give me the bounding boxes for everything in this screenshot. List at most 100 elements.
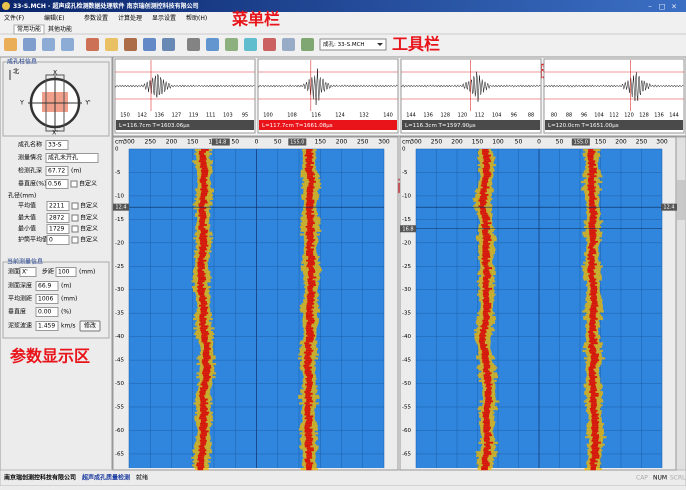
toolbar-button[interactable]	[105, 38, 118, 51]
toolbar-button[interactable]	[61, 38, 74, 51]
wall-echo	[483, 252, 490, 254]
wall-echo	[589, 380, 595, 382]
wall-echo	[480, 337, 485, 339]
wall-echo	[591, 404, 597, 406]
checkbox[interactable]	[72, 226, 78, 232]
wall-echo	[304, 352, 312, 354]
wall-echo	[306, 209, 312, 211]
wall-echo	[484, 367, 490, 369]
toolbar-button[interactable]	[282, 38, 295, 51]
waveform-tick: 116	[311, 113, 321, 119]
menu-item[interactable]: 文件(F)	[4, 14, 24, 22]
field-value[interactable]: X'	[22, 269, 28, 276]
wall-echo	[307, 301, 313, 303]
wall-echo	[590, 284, 595, 286]
menu-item[interactable]: 编辑(E)	[44, 14, 64, 22]
scroll-thumb[interactable]	[677, 180, 685, 220]
field-value[interactable]: 67.72	[48, 168, 65, 175]
toolbar-button[interactable]	[143, 38, 156, 51]
wall-echo	[202, 363, 209, 365]
toolbar-button[interactable]	[124, 38, 137, 51]
toolbar-button[interactable]	[225, 38, 238, 51]
menu-item[interactable]: 帮助(H)	[186, 14, 207, 22]
toolbar-button[interactable]	[187, 38, 200, 51]
menu-item[interactable]: 计算处理	[118, 14, 142, 22]
wall-echo	[306, 250, 313, 252]
field-value[interactable]: 1.459	[38, 323, 55, 330]
field-value[interactable]: 33-S	[48, 142, 62, 149]
field-value[interactable]: 0	[49, 237, 53, 244]
wall-echo	[483, 284, 489, 286]
wall-echo	[308, 185, 313, 187]
toolbar-button[interactable]	[4, 38, 17, 51]
field-unit: (m)	[71, 168, 82, 175]
wall-echo	[306, 466, 312, 468]
wall-echo	[480, 203, 486, 205]
toolbar-button[interactable]	[42, 38, 55, 51]
wall-echo	[590, 318, 597, 320]
checkbox[interactable]	[71, 181, 77, 187]
wall-echo	[589, 277, 594, 279]
field-value[interactable]: 1729	[49, 226, 64, 233]
wall-echo	[483, 429, 490, 431]
wall-echo	[306, 348, 312, 350]
field-value[interactable]: 2872	[49, 215, 64, 222]
wall-echo	[201, 337, 208, 339]
wall-echo	[197, 282, 202, 284]
toolbar-button[interactable]	[244, 38, 257, 51]
field-value[interactable]: 0.00	[38, 309, 52, 316]
wall-echo	[483, 280, 489, 282]
toolbar-button[interactable]	[23, 38, 36, 51]
toolbar-button[interactable]	[162, 38, 175, 51]
app-icon	[2, 2, 10, 10]
menu-item[interactable]: 参数设置	[84, 14, 108, 22]
field-value[interactable]: 2211	[49, 203, 64, 210]
window-control[interactable]: □	[659, 3, 666, 11]
wall-echo	[589, 280, 596, 282]
tab-label[interactable]: 其他功能	[48, 25, 72, 33]
wall-echo	[482, 361, 489, 363]
window-control[interactable]: –	[648, 3, 652, 11]
checkbox[interactable]	[72, 203, 78, 209]
waveform-tick: 128	[639, 113, 649, 119]
wall-echo	[200, 399, 208, 401]
tab-label[interactable]: 常用功能	[17, 25, 41, 33]
checkbox[interactable]	[72, 215, 78, 221]
wall-echo	[590, 310, 598, 312]
field-value[interactable]: 0.56	[48, 181, 62, 188]
field-value[interactable]: 成孔未开孔	[48, 154, 78, 162]
checkbox[interactable]	[72, 237, 78, 243]
waveform-tick: 136	[423, 113, 433, 119]
toolbar-button[interactable]	[206, 38, 219, 51]
y-tick-label: -55	[402, 405, 411, 411]
button-label[interactable]: 修改	[84, 322, 96, 330]
toolbar-button[interactable]	[301, 38, 314, 51]
wall-echo	[199, 153, 204, 155]
toolbar-button[interactable]	[86, 38, 99, 51]
field-value[interactable]: 100	[58, 269, 70, 276]
waveform-tick: 144	[669, 113, 679, 119]
wall-echo	[590, 348, 596, 350]
wall-echo	[487, 387, 492, 389]
wall-echo	[202, 361, 208, 363]
wall-echo	[199, 318, 206, 320]
wall-echo	[305, 406, 310, 408]
wall-echo	[201, 172, 208, 174]
wall-echo	[200, 314, 207, 316]
window-control[interactable]: ×	[671, 3, 677, 11]
toolbar-button[interactable]	[263, 38, 276, 51]
wall-echo	[304, 459, 310, 461]
wall-echo	[591, 307, 597, 309]
field-value[interactable]: 66.9	[38, 283, 52, 290]
wall-echo	[482, 230, 488, 232]
wall-echo	[204, 344, 209, 346]
field-value[interactable]: 1006	[38, 296, 53, 303]
wall-echo	[307, 192, 313, 194]
wall-echo	[306, 325, 311, 327]
wall-echo	[591, 359, 599, 361]
wall-echo	[306, 331, 313, 333]
wall-echo	[590, 260, 595, 262]
wall-echo	[484, 438, 490, 440]
menu-item[interactable]: 显示设置	[152, 14, 176, 22]
wall-echo	[306, 340, 313, 342]
